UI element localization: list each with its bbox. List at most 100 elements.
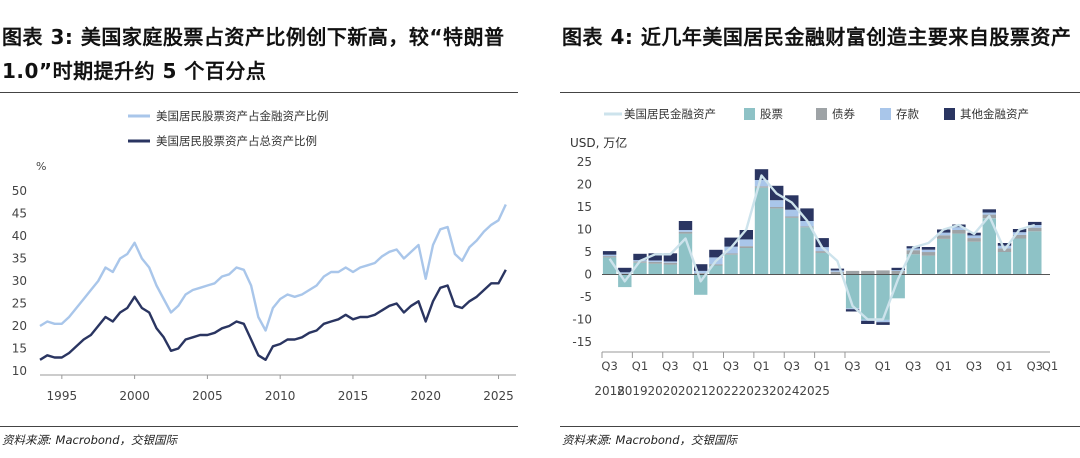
bar-1-2022Q4 <box>861 270 875 275</box>
y-tick-label: 30 <box>12 274 27 288</box>
y-unit-label: % <box>36 160 46 173</box>
x-year-label: 2019 <box>617 384 648 398</box>
x-quarter-label: Q3 <box>784 359 800 373</box>
left-source-note: 资料来源: Macrobond，交银国际 <box>2 433 178 447</box>
legend-label-1: 股票 <box>760 107 783 121</box>
bar-1-2025Q3 <box>1028 227 1042 232</box>
bar-1-2023Q3 <box>906 250 920 255</box>
bar-1-2020Q2 <box>709 264 723 266</box>
x-year-label: 2023 <box>739 384 770 398</box>
y-tick-label: -10 <box>572 313 592 327</box>
bar-3-2018Q3 <box>602 251 617 255</box>
bar-2-2021Q3 <box>785 209 799 217</box>
bar-0-2024Q1 <box>937 238 951 275</box>
bar-1-2020Q1 <box>694 273 708 275</box>
x-year-label: 2020 <box>647 384 678 398</box>
x-quarter-label: Q1 <box>875 359 891 373</box>
x-tick-label: 2025 <box>483 389 514 403</box>
y-tick-label: -15 <box>572 335 592 349</box>
bar-1-2023Q2 <box>891 270 905 275</box>
bar-0-2022Q1 <box>815 252 829 275</box>
bar-3-2019Q1 <box>633 253 647 261</box>
bar-2-2024Q3 <box>967 235 981 238</box>
bar-3-2022Q4 <box>861 320 875 324</box>
bar-2-2022Q3 <box>845 308 860 310</box>
right-source-rule <box>560 426 1080 427</box>
y-tick-label: 35 <box>12 252 27 266</box>
y-tick-label: -5 <box>580 290 592 304</box>
bar-2-2023Q1 <box>876 319 890 323</box>
bar-3-2022Q2 <box>830 268 845 271</box>
y-tick-label: 10 <box>12 364 27 378</box>
bar-0-2023Q2 <box>891 274 905 299</box>
bar-1-2022Q2 <box>830 271 845 275</box>
x-quarter-label: Q1 <box>693 359 709 373</box>
left-chart-title: 图表 3: 美国家庭股票占资产比例创下新高，较“特朗普 1.0”时期提升约 5 … <box>2 25 505 83</box>
bar-1-2023Q4 <box>921 252 936 256</box>
right-chart-title: 图表 4: 近几年美国居民金融财富创造主要来自股票资产 <box>562 25 1072 49</box>
x-quarter-label: Q3 <box>601 359 617 373</box>
bar-1-2022Q1 <box>815 251 829 253</box>
bar-3-2019Q3 <box>663 253 678 262</box>
bar-2-2023Q4 <box>921 249 936 253</box>
bar-1-2022Q3 <box>845 270 860 275</box>
x-tick-label: 2010 <box>265 389 296 403</box>
bar-3-2025Q3 <box>1028 221 1042 225</box>
bar-2-2024Q1 <box>937 232 951 236</box>
bar-3-2022Q1 <box>815 238 829 248</box>
bar-0-2020Q4 <box>739 247 753 275</box>
bar-0-2020Q3 <box>724 254 738 275</box>
bar-3-2020Q1 <box>694 264 708 271</box>
bar-0-2022Q4 <box>861 274 875 320</box>
y-tick-label: 20 <box>577 178 592 192</box>
bar-3-2020Q3 <box>724 237 738 247</box>
bar-1-2021Q4 <box>800 226 814 228</box>
legend-label-0: 美国居民股票资产占金融资产比例 <box>156 109 329 123</box>
bar-2-2018Q3 <box>602 254 617 257</box>
series-line-1 <box>39 269 507 361</box>
bar-2-2022Q2 <box>830 270 845 272</box>
legend-swatch-1 <box>744 108 755 120</box>
bar-2-2021Q4 <box>800 221 814 227</box>
left-source-rule <box>0 426 518 427</box>
bar-3-2023Q1 <box>876 322 890 325</box>
bar-2-2023Q2 <box>891 270 905 271</box>
bar-1-2025Q2 <box>1012 234 1027 239</box>
legend-label-0: 美国居民金融资产 <box>624 107 716 121</box>
bar-2-2024Q2 <box>952 227 966 230</box>
bar-2-2020Q4 <box>739 239 753 247</box>
bar-0-2024Q2 <box>952 233 966 275</box>
x-year-label: 2025 <box>799 384 830 398</box>
x-quarter-label: Q3 <box>723 359 739 373</box>
y-tick-label: 50 <box>12 184 27 198</box>
bar-2-2018Q4 <box>618 272 632 274</box>
legend-label-3: 存款 <box>896 107 919 121</box>
bar-3-2019Q2 <box>648 253 662 261</box>
bar-2-2025Q1 <box>997 245 1012 249</box>
total-financial-assets-line <box>608 174 1036 321</box>
bar-1-2019Q2 <box>648 261 662 264</box>
y-tick-label: 15 <box>577 200 592 214</box>
bar-3-2023Q4 <box>921 247 936 250</box>
y-unit-label: USD, 万亿 <box>570 135 627 150</box>
bar-3-2018Q4 <box>618 267 632 273</box>
legend-swatch-2 <box>816 108 827 120</box>
x-year-label: 2024 <box>769 384 800 398</box>
x-tick-label: 2005 <box>192 389 223 403</box>
x-quarter-label: Q3 <box>966 359 982 373</box>
bar-3-2019Q4 <box>678 221 693 230</box>
bar-1-2021Q1 <box>754 186 769 188</box>
bar-0-2023Q4 <box>921 255 936 275</box>
x-quarter-label: Q1 <box>632 359 648 373</box>
bar-0-2025Q3 <box>1028 231 1042 275</box>
y-tick-label: 5 <box>584 245 592 259</box>
right-stacked-bar-chart: 美国居民金融资产 股票 债券 存款 其他金融资产 USD, 万亿 -15 -10 -5 0 5 10 1… <box>570 107 1058 398</box>
x-quarter-label: Q3 <box>1027 359 1043 373</box>
bar-2-2025Q3 <box>1028 225 1042 228</box>
bar-0-2021Q1 <box>754 187 769 275</box>
bar-0-2024Q4 <box>982 218 996 275</box>
y-tick-label: 25 <box>577 155 592 169</box>
bar-2-2019Q3 <box>663 261 678 263</box>
bar-0-2019Q2 <box>648 263 662 275</box>
right-chart-panel: 图表 4: 近几年美国居民金融财富创造主要来自股票资产 美国居民金融资产 股票 债券… <box>560 0 1080 458</box>
